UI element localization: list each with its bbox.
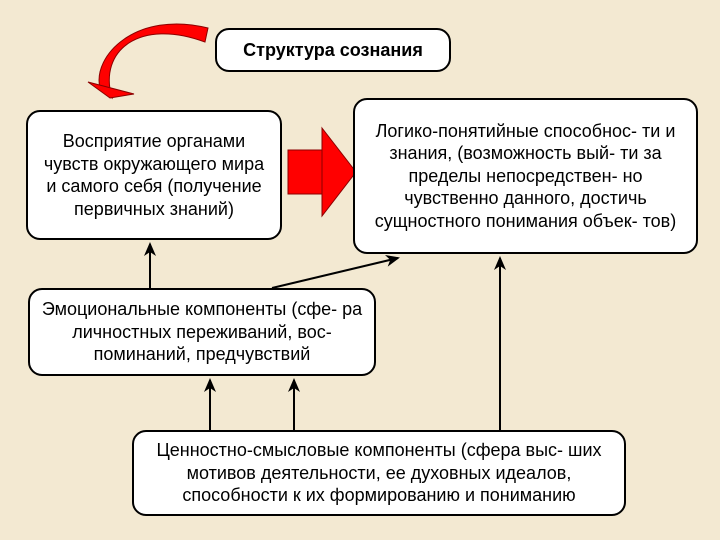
arrow-emotion-logic bbox=[272, 258, 398, 288]
perception-text: Восприятие органами чувств окружающего м… bbox=[38, 130, 270, 220]
value-text: Ценностно-смысловые компоненты (сфера вы… bbox=[144, 439, 614, 507]
title-box: Структура сознания bbox=[215, 28, 451, 72]
perception-box: Восприятие органами чувств окружающего м… bbox=[26, 110, 282, 240]
block-red-arrow bbox=[288, 128, 356, 216]
curved-red-arrow bbox=[88, 24, 208, 98]
title-text: Структура сознания bbox=[243, 39, 423, 62]
logic-box: Логико-понятийные способнос- ти и знания… bbox=[353, 98, 698, 254]
logic-text: Логико-понятийные способнос- ти и знания… bbox=[365, 120, 686, 233]
emotion-box: Эмоциональные компоненты (сфе- ра личнос… bbox=[28, 288, 376, 376]
diagram-canvas: Структура сознания Восприятие органами ч… bbox=[0, 0, 720, 540]
value-box: Ценностно-смысловые компоненты (сфера вы… bbox=[132, 430, 626, 516]
emotion-text: Эмоциональные компоненты (сфе- ра личнос… bbox=[40, 298, 364, 366]
